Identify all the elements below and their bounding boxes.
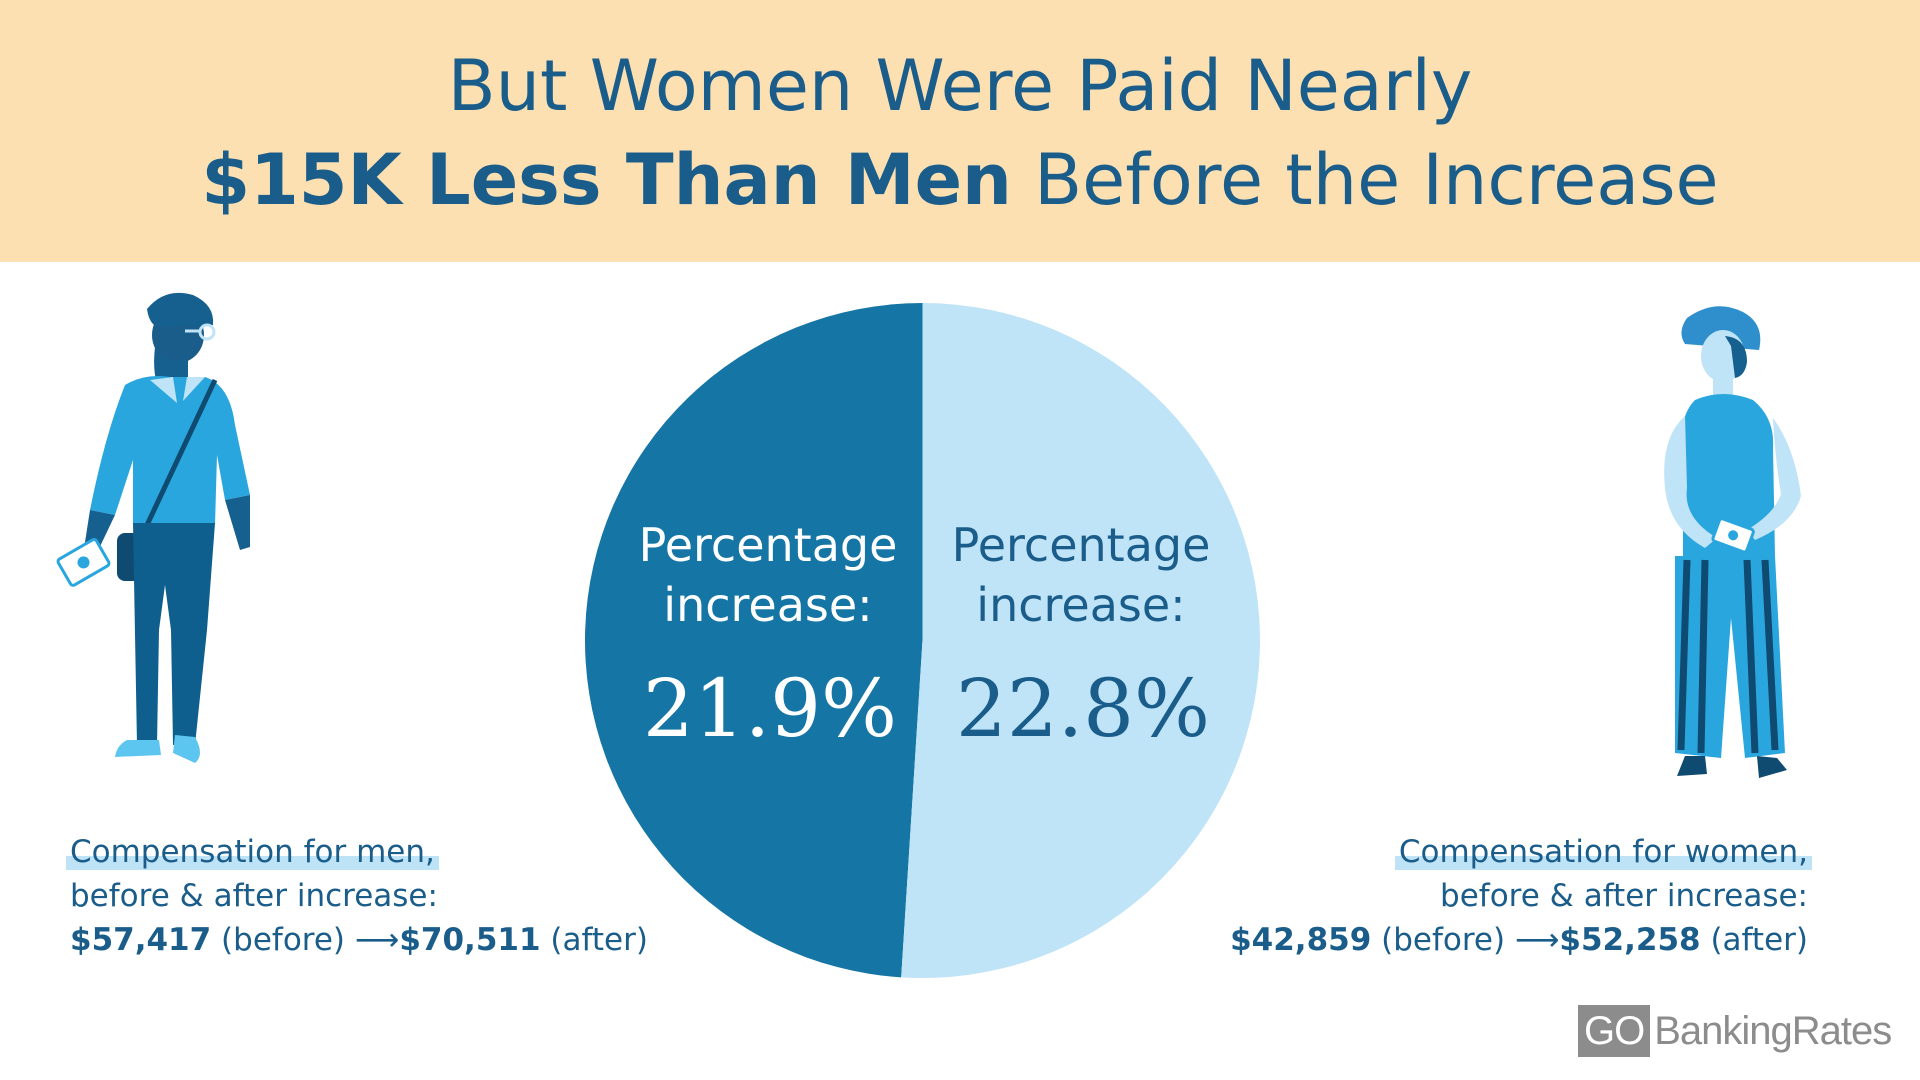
title-line-2: $15K Less Than Men Before the Increase (0, 140, 1920, 220)
cash-icon (1711, 517, 1755, 554)
men-after-value: $70,511 (399, 922, 541, 958)
men-before-label: (before) (211, 922, 355, 958)
pie-label-men-line1: Percentage (639, 518, 898, 572)
women-compensation-caption: Compensation for women, before & after i… (1230, 830, 1812, 962)
pie-label-women-line2: increase: (976, 578, 1185, 632)
header-banner: But Women Were Paid Nearly $15K Less Tha… (0, 0, 1920, 262)
men-arrow-icon: ⟶ (354, 922, 400, 958)
men-caption-heading: Compensation for men, (66, 834, 439, 870)
women-arrow-icon: ⟶ (1514, 922, 1560, 958)
women-caption-heading: Compensation for women, (1394, 834, 1812, 870)
pie-label-women-line1: Percentage (952, 518, 1211, 572)
man-illustration-icon (56, 292, 250, 763)
pie-slice-women (901, 303, 1260, 978)
men-values: $57,417 (before) ⟶$70,511 (after) (70, 918, 648, 962)
women-values: $42,859 (before) ⟶$52,258 (after) (1230, 918, 1808, 962)
pie-value-women: 22.8% (956, 662, 1210, 755)
pie-label-men-line2: increase: (663, 578, 872, 632)
men-after-label: (after) (540, 922, 648, 958)
logo-go: GO (1578, 1005, 1651, 1057)
women-after-label: (after) (1700, 922, 1808, 958)
pie-slice-men (585, 303, 923, 978)
pie-chart: Percentage increase: 21.9% Percentage in… (585, 303, 1260, 978)
woman-illustration-icon (1664, 306, 1801, 778)
women-caption-subheading: before & after increase: (1440, 878, 1808, 914)
women-before-label: (before) (1371, 922, 1515, 958)
title-line-2-rest: Before the Increase (1011, 139, 1719, 221)
men-caption-subheading: before & after increase: (70, 878, 438, 914)
cash-icon (56, 538, 111, 587)
gobankingrates-logo: GO BankingRates (1578, 1005, 1892, 1057)
pie-value-men: 21.9% (643, 662, 897, 755)
title-line-1: But Women Were Paid Nearly (447, 45, 1473, 127)
women-before-value: $42,859 (1230, 922, 1372, 958)
men-before-value: $57,417 (70, 922, 212, 958)
women-after-value: $52,258 (1559, 922, 1701, 958)
men-compensation-caption: Compensation for men, before & after inc… (66, 830, 648, 962)
title-highlight: $15K Less Than Men (201, 139, 1012, 221)
logo-bankingrates: BankingRates (1654, 1008, 1892, 1053)
